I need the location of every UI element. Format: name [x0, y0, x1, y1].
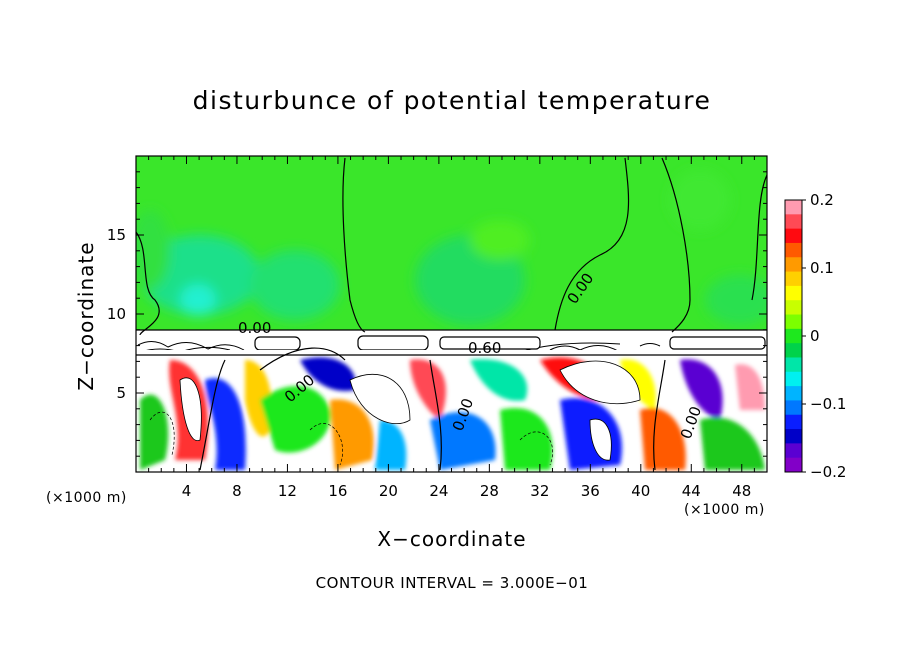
contour-lines — [136, 157, 767, 471]
colorbar-swatch — [785, 429, 802, 444]
x-tick-label: 36 — [581, 482, 600, 500]
colorbar-swatch — [785, 314, 802, 330]
colorbar-swatch — [785, 357, 802, 373]
contour-minor — [149, 411, 553, 466]
x-tick-label: 40 — [631, 482, 650, 500]
y-tick-label: 10 — [107, 305, 126, 323]
colorbar-swatch — [785, 200, 802, 215]
x-axis-label-text: X−coordinate — [377, 527, 527, 551]
x-tick-label: 20 — [379, 482, 398, 500]
x-tick-label: 12 — [278, 482, 297, 500]
colorbar-swatch — [785, 257, 802, 273]
colorbar-swatch — [785, 285, 802, 301]
x-tick-label: 16 — [328, 482, 347, 500]
colorbar-swatch — [785, 242, 802, 258]
colorbar: 0.2 0.1 0 −0.1 −0.2 — [784, 191, 846, 481]
x-axis-label: X−coordinate — [0, 527, 904, 551]
colorbar-swatch — [785, 300, 802, 316]
colorbar-swatch — [785, 443, 802, 459]
y-axis: 5 10 15 — [107, 171, 767, 457]
colorbar-tick-label: 0 — [810, 327, 820, 345]
colorbar-tick-label: −0.2 — [810, 463, 846, 481]
colorbar-tick-label: −0.1 — [810, 395, 846, 413]
x-tick-label: 28 — [480, 482, 499, 500]
colorbar-tick-label: 0.1 — [810, 259, 834, 277]
colorbar-swatch — [785, 228, 802, 244]
x-axis: 4 8 12 16 20 24 28 32 36 40 44 48 — [148, 156, 768, 500]
x-tick-label: 4 — [182, 482, 192, 500]
y-tick-label: 15 — [107, 226, 126, 244]
x-tick-label: 24 — [429, 482, 448, 500]
colorbar-swatch — [785, 457, 802, 473]
x-axis-unit-right: (×1000 m) — [684, 502, 765, 518]
white-plumes — [179, 360, 641, 461]
colorbar-swatch — [785, 214, 802, 230]
colorbar-tick-label: 0.2 — [810, 191, 834, 209]
colorbar-swatch — [785, 371, 802, 387]
colorbar-swatch — [785, 343, 802, 358]
colorbar-swatch — [785, 271, 802, 287]
chart-title: disturbunce of potential temperature — [192, 86, 712, 115]
colorbar-swatch — [785, 328, 802, 344]
contour-label: 0.00 — [238, 319, 271, 337]
heatmap-field — [136, 156, 767, 472]
colorbar-swatch — [785, 400, 802, 416]
x-tick-label: 44 — [682, 482, 701, 500]
y-axis-label: Z−coordinate — [74, 241, 98, 391]
inversion-cells — [254, 335, 766, 351]
colorbar-swatch — [785, 414, 802, 430]
x-tick-label: 48 — [732, 482, 751, 500]
colorbar-swatch — [785, 386, 802, 401]
x-tick-label: 8 — [232, 482, 242, 500]
x-tick-label: 32 — [530, 482, 549, 500]
contour-interval-note: CONTOUR INTERVAL = 3.000E−01 — [315, 574, 589, 592]
y-tick-label: 5 — [116, 384, 126, 402]
x-axis-unit-left: (×1000 m) — [46, 490, 127, 506]
contour-label: 0.60 — [468, 339, 501, 357]
